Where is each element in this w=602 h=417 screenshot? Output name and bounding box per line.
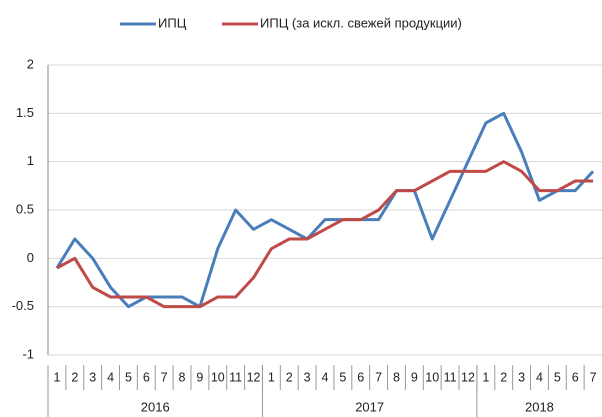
x-tick-label: 10 <box>425 370 439 384</box>
x-tick-label: 9 <box>196 370 203 384</box>
x-tick-label: 7 <box>161 370 168 384</box>
x-tick-label: 4 <box>107 370 114 384</box>
x-tick-label: 3 <box>89 370 96 384</box>
x-tick-label: 6 <box>357 370 364 384</box>
x-group-label: 2017 <box>355 399 384 414</box>
x-tick-label: 7 <box>375 370 382 384</box>
x-tick-label: 6 <box>143 370 150 384</box>
y-tick-label: 1.5 <box>16 105 34 120</box>
x-group-label: 2018 <box>525 399 554 414</box>
x-tick-label: 11 <box>229 370 242 384</box>
x-tick-label: 1 <box>482 370 489 384</box>
x-tick-label: 5 <box>125 370 132 384</box>
y-tick-label: 2 <box>27 56 34 71</box>
x-tick-label: 5 <box>339 370 346 384</box>
x-tick-label: 12 <box>461 370 475 384</box>
x-group-label: 2016 <box>141 399 170 414</box>
x-tick-label: 3 <box>304 370 311 384</box>
x-tick-label: 9 <box>411 370 418 384</box>
x-tick-label: 6 <box>572 370 579 384</box>
x-tick-label: 5 <box>554 370 561 384</box>
y-tick-label: -1 <box>22 346 34 361</box>
x-tick-label: 1 <box>268 370 275 384</box>
y-tick-label: 0 <box>27 250 34 265</box>
line-series <box>56 160 594 309</box>
x-tick-label: 2 <box>286 370 293 384</box>
x-tick-label: 2 <box>500 370 507 384</box>
y-tick-label: 0.5 <box>16 201 34 216</box>
x-tick-label: 3 <box>518 370 525 384</box>
x-tick-label: 8 <box>179 370 186 384</box>
legend-label: ИПЦ (за искл. свежей продукции) <box>260 15 462 30</box>
x-tick-label: 11 <box>444 370 457 384</box>
x-tick-label: 12 <box>247 370 261 384</box>
x-tick-label: 4 <box>536 370 543 384</box>
x-tick-label: 4 <box>322 370 329 384</box>
y-tick-label: -0.5 <box>12 298 34 313</box>
y-tick-label: 1 <box>27 153 34 168</box>
x-tick-label: 1 <box>53 370 60 384</box>
x-tick-label: 10 <box>211 370 225 384</box>
x-tick-label: 2 <box>71 370 78 384</box>
legend-label: ИПЦ <box>158 15 187 30</box>
x-tick-label: 7 <box>590 370 597 384</box>
x-tick-label: 8 <box>393 370 400 384</box>
